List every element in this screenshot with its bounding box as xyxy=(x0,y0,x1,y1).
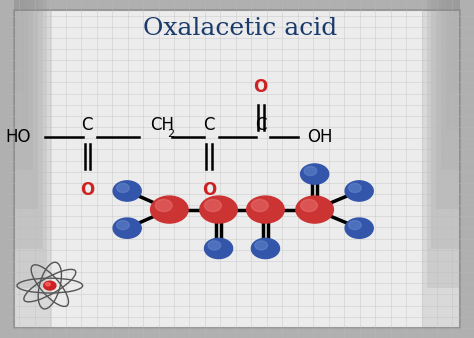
Circle shape xyxy=(113,181,141,201)
Circle shape xyxy=(345,218,373,238)
Circle shape xyxy=(255,241,267,250)
Circle shape xyxy=(44,281,56,290)
Text: CH: CH xyxy=(151,116,174,134)
Circle shape xyxy=(251,238,280,259)
Text: C: C xyxy=(203,116,215,134)
Circle shape xyxy=(208,241,221,250)
Circle shape xyxy=(117,220,129,230)
Circle shape xyxy=(301,164,328,184)
Circle shape xyxy=(348,220,361,230)
Circle shape xyxy=(200,196,237,223)
Text: C: C xyxy=(82,116,93,134)
Circle shape xyxy=(151,196,188,223)
Circle shape xyxy=(246,196,284,223)
Text: O: O xyxy=(254,78,268,96)
Text: O: O xyxy=(80,181,94,199)
Circle shape xyxy=(155,199,172,212)
Circle shape xyxy=(348,183,361,192)
Circle shape xyxy=(46,283,50,286)
Text: C: C xyxy=(255,116,266,134)
Text: O: O xyxy=(202,181,216,199)
Circle shape xyxy=(204,238,233,259)
Text: HO: HO xyxy=(6,128,31,146)
Circle shape xyxy=(301,199,318,212)
Text: Oxalacetic acid: Oxalacetic acid xyxy=(143,17,337,40)
Circle shape xyxy=(304,167,317,176)
Circle shape xyxy=(113,218,141,238)
Text: 2: 2 xyxy=(167,128,174,139)
Circle shape xyxy=(296,196,333,223)
Circle shape xyxy=(345,181,373,201)
Circle shape xyxy=(251,199,268,212)
Circle shape xyxy=(204,199,221,212)
Circle shape xyxy=(117,183,129,192)
Text: OH: OH xyxy=(308,128,333,146)
